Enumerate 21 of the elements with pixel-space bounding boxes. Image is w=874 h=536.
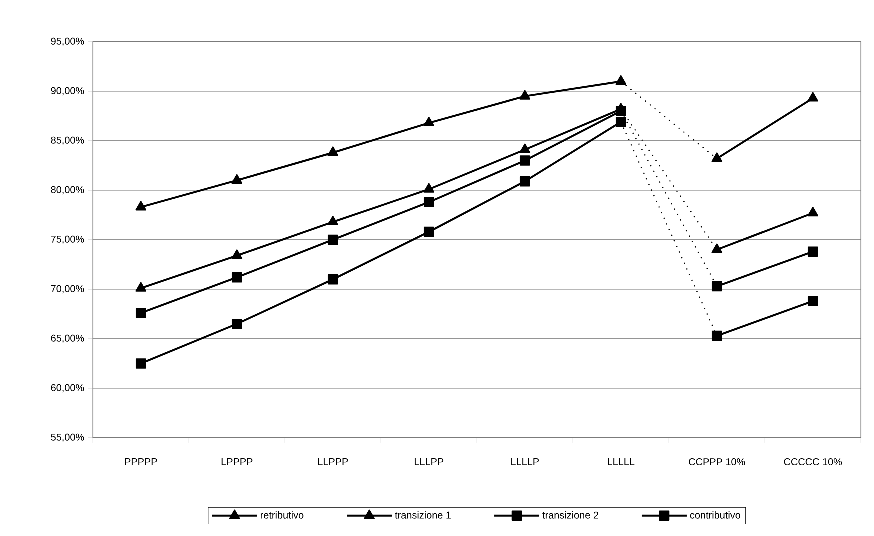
legend-label: retributivo: [260, 512, 304, 519]
legend-label: transizione 1: [395, 512, 452, 519]
y-tick-label: 60,00%: [51, 384, 84, 393]
x-tick-label: LPPPP: [222, 458, 253, 466]
legend-label: transizione 2: [542, 512, 598, 519]
x-tick-label: CCCCC 10%: [784, 458, 842, 466]
y-tick-label: 75,00%: [51, 236, 84, 244]
x-tick-label: PPPPP: [125, 458, 158, 466]
y-tick-label: 85,00%: [51, 136, 84, 146]
y-tick-label: 95,00%: [51, 38, 84, 46]
y-tick-label: 65,00%: [51, 334, 84, 344]
y-tick-label: 90,00%: [51, 87, 84, 96]
x-tick-label: LLPPP: [318, 458, 348, 466]
y-tick-label: 80,00%: [51, 186, 84, 195]
y-tick-label: 70,00%: [51, 285, 84, 294]
x-tick-label: LLLLL: [608, 458, 635, 466]
y-tick-label: 55,00%: [51, 434, 84, 442]
legend-label: contributivo: [690, 512, 740, 519]
x-tick-label: LLLPP: [414, 458, 444, 466]
x-tick-label: LLLLP: [512, 458, 540, 466]
x-tick-label: CCPPP 10%: [689, 458, 746, 466]
